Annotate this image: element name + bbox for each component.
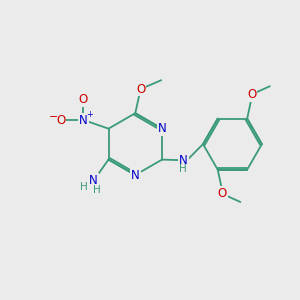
Text: H: H xyxy=(93,184,100,195)
Text: O: O xyxy=(218,187,227,200)
Text: N: N xyxy=(89,174,98,187)
Text: N: N xyxy=(158,122,167,135)
Text: −: − xyxy=(49,112,58,122)
Text: N: N xyxy=(179,154,188,167)
Text: H: H xyxy=(179,164,187,174)
Text: O: O xyxy=(79,93,88,106)
Text: O: O xyxy=(56,114,65,127)
Text: O: O xyxy=(247,88,256,101)
Text: +: + xyxy=(86,110,93,119)
Text: N: N xyxy=(79,114,88,127)
Text: O: O xyxy=(136,82,145,95)
Text: H: H xyxy=(80,182,88,192)
Text: N: N xyxy=(131,169,140,182)
